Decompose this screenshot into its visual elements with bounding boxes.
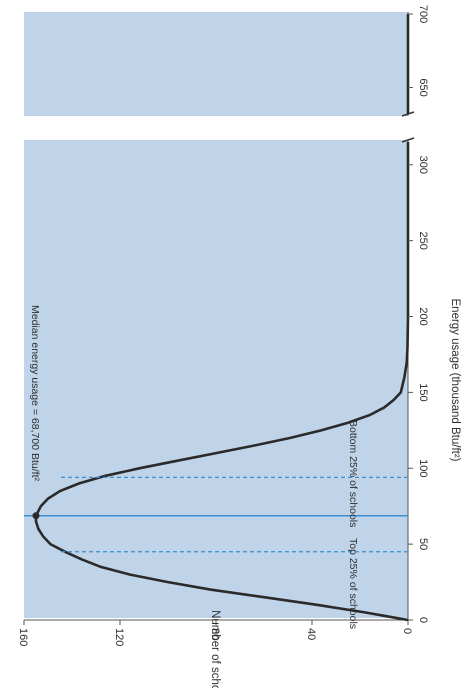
x-tick-label: 700 [417, 5, 429, 23]
y-tick-label: 40 [305, 628, 317, 640]
median-point [32, 512, 40, 520]
distribution-curve [34, 142, 410, 622]
y-tick-label: 120 [113, 628, 125, 646]
x-tick-label: 200 [417, 307, 429, 325]
bottom-quartile-annotation: Bottom 25% of schools [347, 420, 359, 527]
y-axis-ticks: 0 40 80 120 160 [17, 620, 413, 646]
plot-panel-upper [24, 12, 408, 116]
y-tick-label: 0 [401, 628, 413, 634]
y-tick-label: 80 [209, 628, 221, 640]
x-tick-label: 300 [417, 156, 429, 174]
x-tick-label: 100 [417, 459, 429, 477]
y-axis-title: Number of schools [209, 610, 221, 688]
y-tick-label: 160 [17, 628, 29, 646]
x-axis-title: Energy usage (thousand Btu/ft²) [449, 298, 461, 461]
x-tick-label: 250 [417, 231, 429, 249]
x-tick-label: 0 [417, 617, 429, 623]
x-tick-label: 650 [417, 78, 429, 96]
top-quartile-annotation: Top 25% of schools [347, 538, 359, 629]
x-tick-label: 50 [417, 538, 429, 550]
axis-break-mark-lower [401, 137, 415, 143]
median-annotation: Median energy usage = 68,700 Btu/ft² [29, 305, 41, 481]
x-axis-ticks: 0 50 100 150 200 250 300 650 700 [408, 5, 429, 623]
plot-panel-lower [24, 140, 408, 618]
x-tick-label: 150 [417, 383, 429, 401]
